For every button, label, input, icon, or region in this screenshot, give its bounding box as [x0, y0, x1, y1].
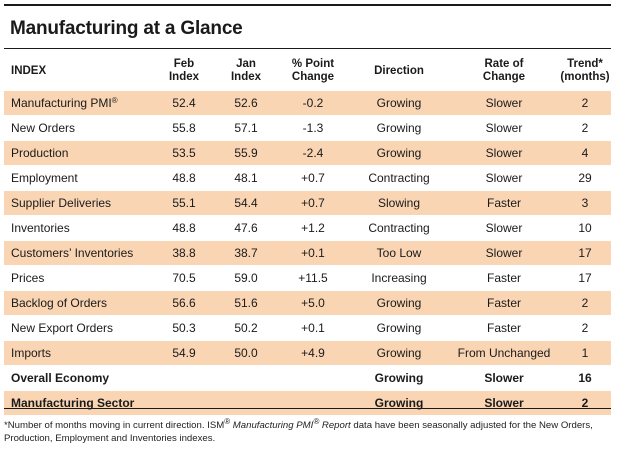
table-row: New Orders 55.8 57.1 -1.3 Growing Slower…: [4, 115, 611, 141]
title-rule: [4, 48, 611, 49]
top-rule: [4, 4, 611, 6]
table-row: New Export Orders 50.3 50.2 +0.1 Growing…: [4, 315, 611, 341]
header-index: INDEX: [11, 64, 47, 77]
table-row: Backlog of Orders 56.6 51.6 +5.0 Growing…: [4, 290, 611, 316]
table-row: Manufacturing PMI® 52.4 52.6 -0.2 Growin…: [4, 90, 611, 116]
header-row: INDEX Feb Index Jan Index % Point Change Di…: [4, 52, 611, 91]
table-row: Prices 70.5 59.0 +11.5 Increasing Faster…: [4, 265, 611, 291]
header-feb: Feb Index: [168, 58, 200, 83]
table-row: Employment 48.8 48.1 +0.7 Contracting Sl…: [4, 165, 611, 191]
table-row: Inventories 48.8 47.6 +1.2 Contracting S…: [4, 215, 611, 241]
page-title: Manufacturing at a Glance: [10, 18, 243, 39]
glance-table: INDEX Feb Index Jan Index % Point Change Di…: [4, 52, 611, 415]
header-pct-change: % Point Change: [291, 58, 335, 83]
header-trend: Trend* (months): [560, 58, 610, 83]
summary-row-manufacturing-sector: Manufacturing Sector Growing Slower 2: [4, 390, 611, 415]
table-row: Customers’ Inventories 38.8 38.7 +0.1 To…: [4, 240, 611, 266]
footnote-rule: [4, 408, 611, 409]
table-row: Production 53.5 55.9 -2.4 Growing Slower…: [4, 140, 611, 166]
header-rate: Rate of Change: [482, 58, 526, 83]
summary-row-overall-economy: Overall Economy Growing Slower 16: [4, 365, 611, 391]
table-row: Supplier Deliveries 55.1 54.4 +0.7 Slowi…: [4, 190, 611, 216]
header-direction: Direction: [374, 64, 424, 77]
footnote: *Number of months moving in current dire…: [4, 417, 593, 444]
header-jan: Jan Index: [230, 58, 262, 83]
table-row: Imports 54.9 50.0 +4.9 Growing From Unch…: [4, 340, 611, 366]
